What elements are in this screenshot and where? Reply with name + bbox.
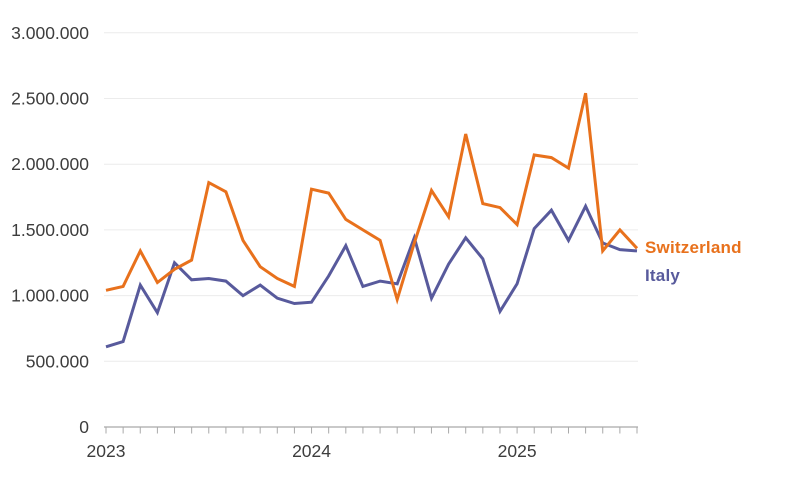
legend-italy: Italy	[645, 266, 681, 285]
y-axis-tick-label: 3.000.000	[11, 23, 89, 43]
y-axis-tick-label: 2.000.000	[11, 154, 89, 174]
x-axis-year-label: 2024	[292, 441, 331, 461]
legend-switzerland: Switzerland	[645, 238, 742, 257]
y-axis-tick-label: 2.500.000	[11, 89, 89, 109]
switzerland-line	[105, 92, 639, 305]
y-axis-tick-label: 1.000.000	[11, 286, 89, 306]
y-axis-tick-label: 0	[79, 417, 89, 437]
x-axis-year-label: 2025	[498, 441, 537, 461]
italy-line	[105, 202, 638, 349]
y-axis-tick-label: 500.000	[26, 351, 90, 371]
x-axis-year-label: 2023	[87, 441, 126, 461]
y-axis-tick-label: 1.500.000	[11, 220, 89, 240]
